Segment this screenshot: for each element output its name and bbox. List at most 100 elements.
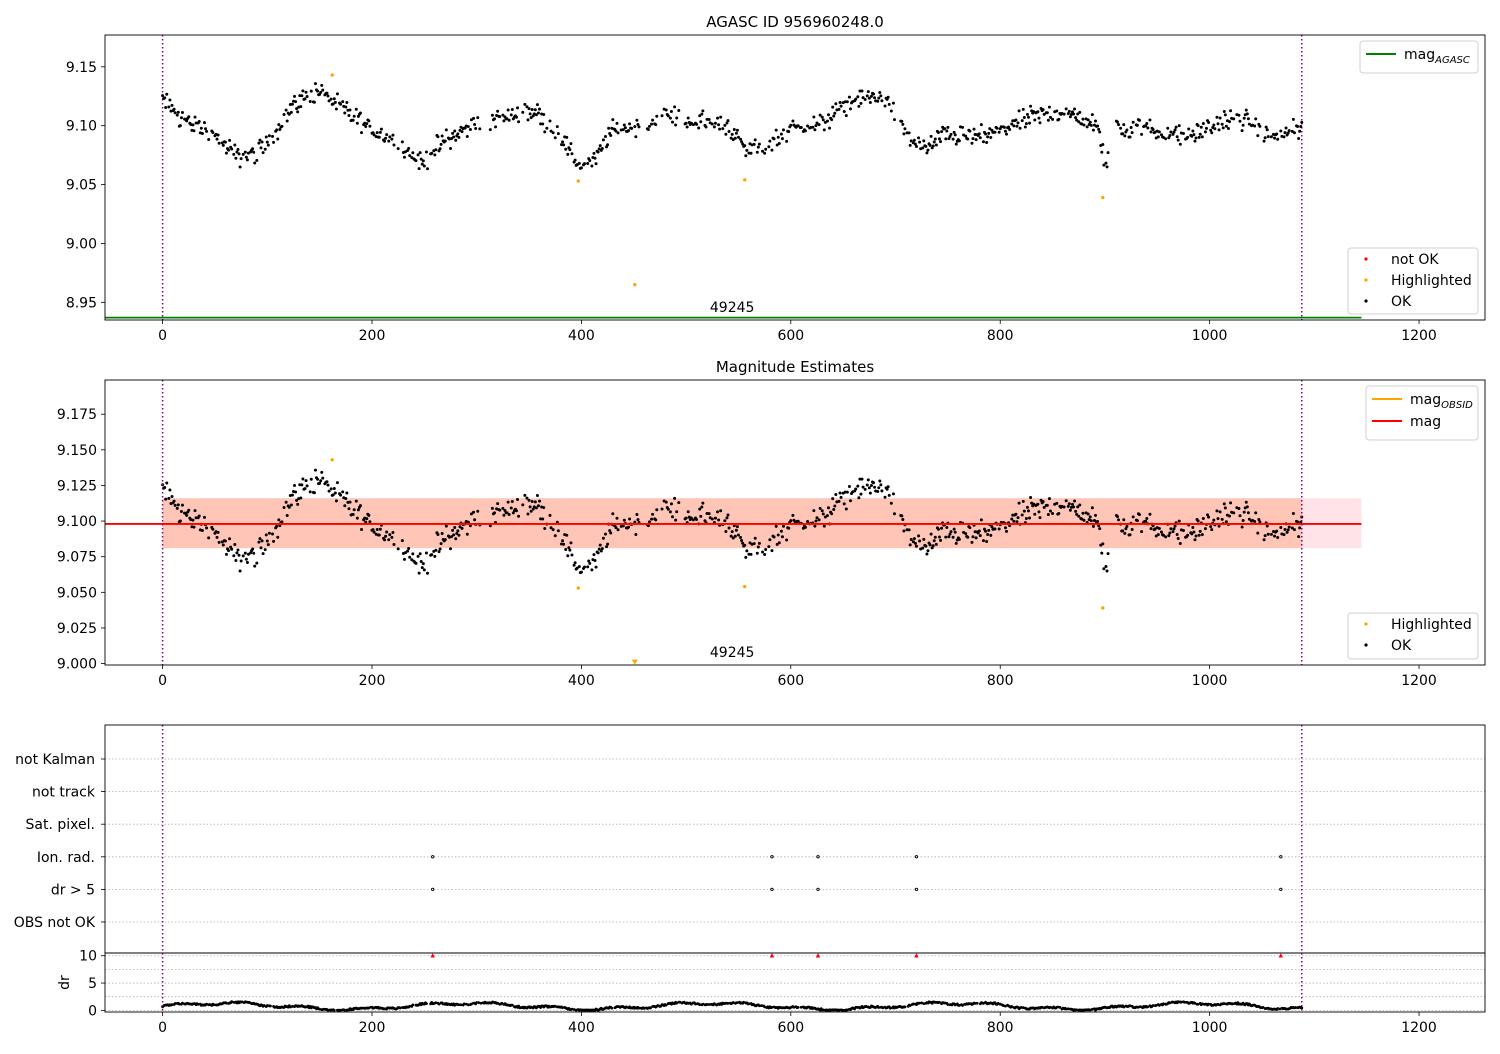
ok-point bbox=[734, 528, 738, 532]
ok-point bbox=[258, 537, 262, 541]
ok-point bbox=[860, 89, 864, 93]
x-tick-label: 400 bbox=[568, 328, 595, 344]
ok-point bbox=[820, 115, 824, 119]
ok-point bbox=[730, 530, 734, 534]
ok-point bbox=[391, 530, 395, 534]
ok-point bbox=[572, 563, 576, 567]
ok-point bbox=[936, 527, 940, 531]
ok-point bbox=[354, 107, 358, 111]
ok-point bbox=[1228, 120, 1232, 124]
ok-point bbox=[341, 490, 345, 494]
dr-point bbox=[625, 1005, 628, 1009]
ok-point bbox=[880, 99, 884, 103]
ok-point bbox=[327, 99, 331, 103]
ok-point bbox=[873, 96, 877, 100]
panel-magnitude-estimates: Magnitude Estimates 49245 0 200 400 600 800 100… bbox=[57, 358, 1486, 689]
ok-point bbox=[418, 552, 422, 556]
ok-point bbox=[723, 519, 727, 523]
dr-point bbox=[760, 1004, 763, 1008]
ok-point bbox=[729, 136, 733, 140]
ok-point bbox=[1265, 524, 1269, 528]
ok-point bbox=[458, 525, 462, 529]
ok-point bbox=[1245, 505, 1249, 509]
dr-point bbox=[1294, 1006, 1297, 1009]
ok-point bbox=[889, 501, 893, 505]
ok-point bbox=[387, 139, 391, 143]
ok-point bbox=[259, 546, 263, 550]
ok-point bbox=[1291, 117, 1295, 121]
ok-point bbox=[244, 155, 248, 159]
highlighted-point bbox=[1101, 606, 1105, 610]
ok-point bbox=[736, 135, 740, 139]
ok-point bbox=[675, 116, 679, 120]
ok-point bbox=[267, 134, 271, 138]
ok-point bbox=[741, 541, 745, 545]
ok-point bbox=[1137, 513, 1141, 517]
ok-point bbox=[289, 503, 293, 507]
ok-point bbox=[858, 89, 862, 93]
ok-point bbox=[922, 537, 926, 541]
ok-point bbox=[929, 134, 933, 138]
ok-point bbox=[249, 551, 253, 555]
ok-point bbox=[1092, 518, 1096, 522]
ok-point bbox=[952, 130, 956, 134]
ok-point bbox=[1284, 126, 1288, 130]
ok-point bbox=[764, 548, 768, 552]
ok-point bbox=[650, 517, 654, 521]
ok-point bbox=[541, 517, 545, 521]
ok-point bbox=[577, 161, 581, 165]
ok-point bbox=[593, 156, 597, 160]
ok-point bbox=[396, 147, 400, 151]
ok-point bbox=[228, 537, 232, 541]
ok-point bbox=[1106, 552, 1110, 556]
ok-point bbox=[605, 545, 609, 549]
dr-point bbox=[339, 1008, 342, 1012]
ok-point bbox=[1223, 506, 1227, 510]
ok-point bbox=[562, 143, 566, 147]
ok-point bbox=[815, 121, 819, 125]
ok-point bbox=[1190, 532, 1194, 536]
ok-point bbox=[1247, 517, 1251, 521]
ok-point bbox=[691, 518, 695, 522]
ok-point bbox=[561, 140, 565, 144]
ok-point bbox=[1098, 130, 1102, 134]
ok-point bbox=[230, 547, 234, 551]
ok-point bbox=[887, 102, 891, 106]
ok-point bbox=[780, 535, 784, 539]
ok-point bbox=[601, 138, 605, 142]
ok-point bbox=[1258, 520, 1262, 524]
dr-point bbox=[500, 1001, 504, 1005]
x-tick-label: 200 bbox=[359, 1020, 386, 1036]
dr-point bbox=[996, 1001, 1000, 1005]
ok-point bbox=[743, 543, 747, 547]
ok-point bbox=[165, 92, 169, 96]
ok-point bbox=[1089, 123, 1093, 127]
ok-point bbox=[444, 524, 448, 528]
ok-point bbox=[320, 470, 324, 474]
dr-point bbox=[770, 1005, 774, 1009]
ok-point bbox=[701, 109, 705, 113]
flag-marker bbox=[1279, 855, 1283, 859]
ok-point bbox=[304, 479, 308, 483]
ok-point bbox=[511, 511, 515, 515]
y-tick-label: 10 bbox=[79, 949, 97, 965]
ok-point bbox=[1266, 135, 1270, 139]
ok-point bbox=[444, 128, 448, 132]
ok-point bbox=[868, 101, 872, 105]
ok-point bbox=[215, 137, 219, 141]
ok-point bbox=[468, 128, 472, 132]
ok-point bbox=[287, 112, 291, 116]
ok-point bbox=[1246, 511, 1250, 515]
dr-point bbox=[1001, 1004, 1005, 1007]
ok-point bbox=[1047, 105, 1051, 109]
ok-point bbox=[710, 517, 714, 521]
ok-point bbox=[772, 137, 776, 141]
ok-point bbox=[243, 150, 247, 154]
ok-point bbox=[1091, 524, 1095, 528]
ok-point bbox=[908, 143, 912, 147]
ok-point bbox=[255, 561, 259, 565]
ok-point bbox=[789, 123, 793, 127]
ok-point bbox=[1015, 520, 1019, 524]
x-tick-label: 600 bbox=[777, 328, 804, 344]
ok-point bbox=[245, 158, 249, 162]
